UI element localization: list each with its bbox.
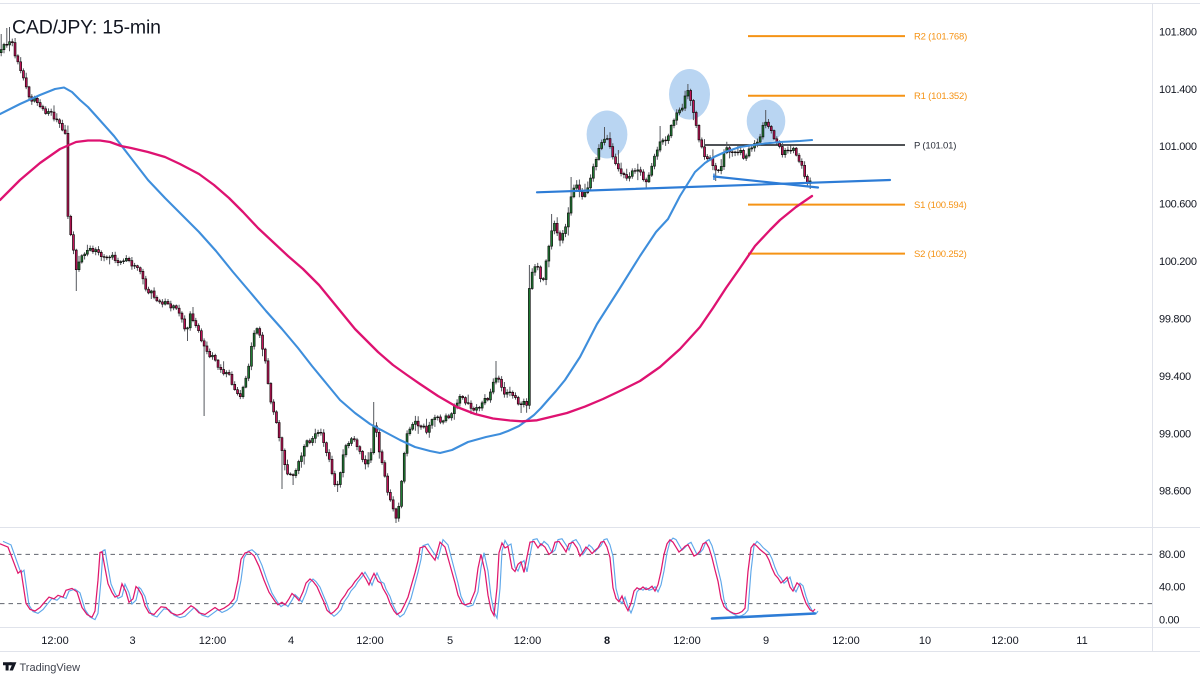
svg-text:100.200: 100.200 xyxy=(1159,256,1197,268)
svg-text:9: 9 xyxy=(763,635,769,647)
svg-text:12:00: 12:00 xyxy=(832,635,860,647)
svg-text:S1 (100.594): S1 (100.594) xyxy=(914,200,967,211)
svg-text:99.800: 99.800 xyxy=(1159,314,1191,326)
svg-text:12:00: 12:00 xyxy=(356,635,384,647)
svg-text:R1 (101.352): R1 (101.352) xyxy=(914,91,967,102)
svg-text:S2 (100.252): S2 (100.252) xyxy=(914,249,967,260)
svg-text:12:00: 12:00 xyxy=(991,635,1019,647)
svg-text:CAD/JPY: 15-min: CAD/JPY: 15-min xyxy=(12,17,161,39)
svg-text:12:00: 12:00 xyxy=(673,635,701,647)
svg-text:100.600: 100.600 xyxy=(1159,199,1197,211)
svg-text:101.000: 101.000 xyxy=(1159,141,1197,153)
svg-text:10: 10 xyxy=(919,635,931,647)
svg-text:8: 8 xyxy=(604,635,610,647)
svg-text:12:00: 12:00 xyxy=(41,635,69,647)
svg-text:99.000: 99.000 xyxy=(1159,428,1191,440)
svg-text:12:00: 12:00 xyxy=(199,635,227,647)
svg-text:5: 5 xyxy=(447,635,453,647)
svg-text:12:00: 12:00 xyxy=(514,635,542,647)
svg-text:40.00: 40.00 xyxy=(1159,582,1185,594)
svg-text:R2 (101.768): R2 (101.768) xyxy=(914,31,967,42)
svg-text:0.00: 0.00 xyxy=(1159,614,1179,626)
svg-text:TradingView: TradingView xyxy=(20,662,81,674)
svg-text:101.400: 101.400 xyxy=(1159,84,1197,96)
svg-text:101.800: 101.800 xyxy=(1159,26,1197,38)
svg-text:80.00: 80.00 xyxy=(1159,549,1185,561)
svg-text:P (101.01): P (101.01) xyxy=(914,140,956,151)
svg-text:3: 3 xyxy=(129,635,135,647)
svg-text:99.400: 99.400 xyxy=(1159,371,1191,383)
svg-text:98.600: 98.600 xyxy=(1159,486,1191,498)
svg-text:4: 4 xyxy=(288,635,294,647)
svg-text:11: 11 xyxy=(1076,635,1087,647)
